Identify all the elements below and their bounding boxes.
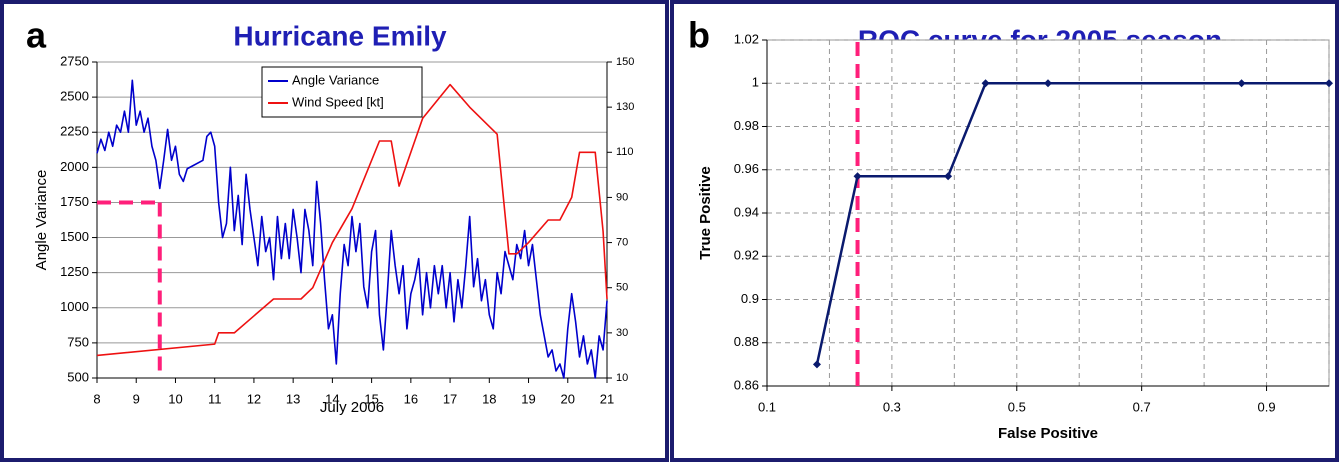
panel-label: a	[26, 15, 47, 56]
y-axis-label: Angle Variance	[33, 170, 50, 271]
marker	[1237, 79, 1246, 88]
y2-tick-label: 150	[616, 56, 634, 68]
y-tick-label: 1000	[60, 299, 89, 314]
marker	[853, 172, 862, 181]
x-axis-label: July 2006	[320, 399, 384, 416]
x-tick-label: 11	[208, 391, 222, 406]
legend-box	[261, 66, 423, 118]
y2-tick-label: 70	[616, 236, 628, 248]
y-tick-label: 1500	[60, 229, 89, 244]
x-tick-label: 15	[364, 391, 378, 406]
x-tick-label: 16	[404, 391, 418, 406]
x-tick-label: 8	[93, 391, 100, 406]
y2-tick-label: 130	[616, 101, 634, 113]
x-tick-label: 0.5	[1008, 399, 1026, 414]
legend-label: Angle Variance	[292, 72, 379, 87]
y-tick-label: 2750	[60, 53, 89, 68]
y-axis-label: True Positive	[697, 166, 714, 259]
y-tick-label: 1	[752, 75, 759, 90]
marker	[981, 79, 990, 88]
x-tick-label: 9	[133, 391, 140, 406]
y2-tick-label: 50	[616, 282, 628, 294]
y-tick-label: 1250	[60, 264, 89, 279]
x-tick-label: 19	[521, 391, 535, 406]
x-tick-label: 0.1	[758, 399, 776, 414]
x-tick-label: 18	[482, 391, 496, 406]
y2-tick-label: 10	[616, 372, 628, 384]
x-tick-label: 0.3	[883, 399, 901, 414]
y-tick-label: 2000	[60, 159, 89, 174]
x-tick-label: 12	[247, 391, 261, 406]
x-tick-label: 14	[325, 391, 339, 406]
plot-layer: 5007501000125015001750200022502500275010…	[60, 31, 1333, 414]
y-tick-label: 0.98	[734, 118, 759, 133]
x-tick-label: 21	[600, 391, 614, 406]
x-tick-label: 0.7	[1133, 399, 1151, 414]
y-tick-label: 1750	[60, 194, 89, 209]
y-tick-label: 750	[67, 334, 89, 349]
y-tick-label: 0.96	[734, 161, 759, 176]
y-tick-label: 0.9	[741, 291, 759, 306]
x-tick-label: 13	[286, 391, 300, 406]
y-tick-label: 0.92	[734, 248, 759, 263]
y-tick-label: 500	[67, 369, 89, 384]
series-line	[96, 83, 608, 357]
y-tick-label: 0.94	[734, 204, 759, 219]
x-tick-label: 17	[443, 391, 457, 406]
y-tick-label: 2250	[60, 124, 89, 139]
y-tick-label: 0.88	[734, 334, 759, 349]
marker	[1044, 79, 1052, 88]
y-tick-label: 0.86	[734, 377, 759, 392]
x-tick-label: 0.9	[1258, 399, 1276, 414]
y-tick-label: 1.02	[734, 31, 759, 46]
chart-title: Hurricane Emily	[233, 20, 447, 51]
y2-tick-label: 110	[616, 146, 634, 158]
y-tick-label: 2500	[60, 89, 89, 104]
y2-tick-label: 30	[616, 327, 628, 339]
legend-label: Wind Speed [kt]	[292, 94, 384, 109]
marker	[944, 172, 953, 181]
x-tick-label: 20	[561, 391, 575, 406]
series-line	[96, 79, 608, 379]
marker	[1325, 79, 1333, 88]
y2-tick-label: 90	[616, 191, 628, 203]
x-axis-label: False Positive	[998, 425, 1098, 442]
panel-label: b	[688, 15, 710, 56]
x-tick-label: 10	[168, 391, 182, 406]
marker	[812, 360, 821, 369]
